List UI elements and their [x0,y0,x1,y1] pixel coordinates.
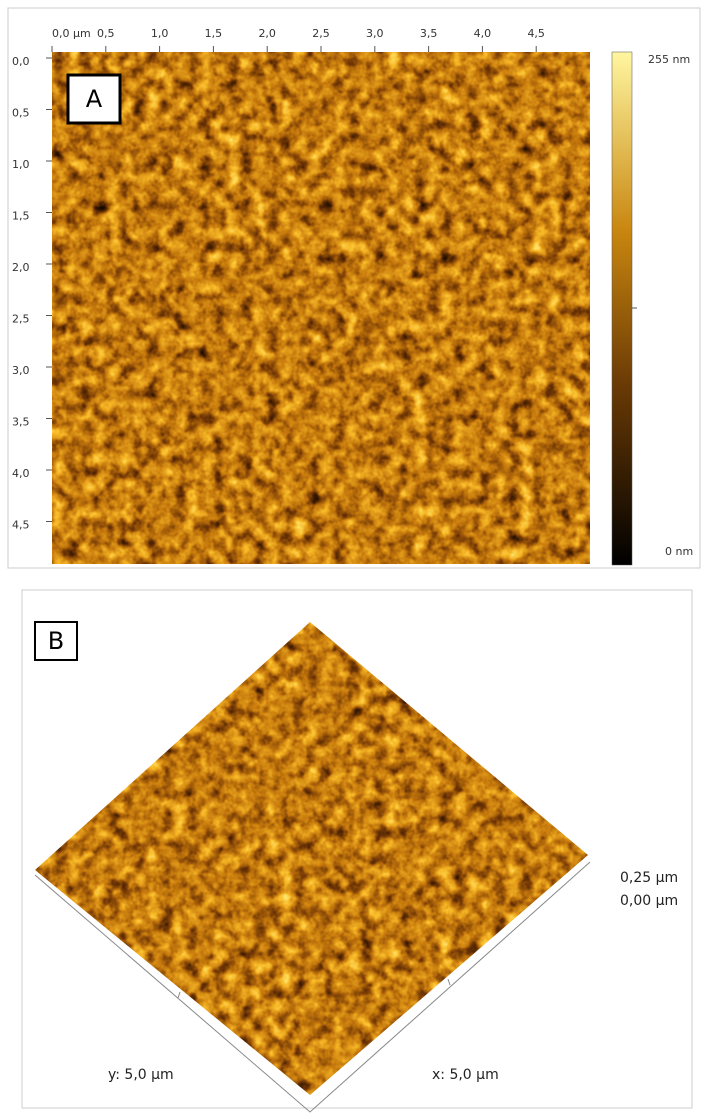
x-tick-label: 4,0 [474,27,492,40]
panel-label: B [48,627,64,655]
x-tick-label: 0,0 µm [52,27,91,40]
y-tick-label: 2,5 [12,313,30,326]
y-tick-label: 3,5 [12,416,30,429]
y-tick-label: 2,0 [12,261,30,274]
x-tick-label: 4,5 [527,27,545,40]
axis-tick [448,979,450,985]
x-tick-label: 1,5 [205,27,223,40]
y-tick-label: 0,5 [12,107,30,120]
z-min: 0,00 µm [620,893,678,909]
x-axis-label: x: 5,0 µm [432,1067,499,1083]
y-tick-label: 0,0 [12,55,30,68]
y-tick-label: 1,0 [12,158,30,171]
colorbar-max: 255 nm [648,53,690,66]
afm-3d-surface [35,622,588,1095]
y-tick-label: 3,0 [12,364,30,377]
x-tick-label: 3,5 [420,27,438,40]
colorbar [612,52,632,565]
x-tick-label: 0,5 [97,27,115,40]
x-tick-label: 2,0 [258,27,276,40]
z-max: 0,25 µm [620,870,678,886]
y-tick-label: 4,5 [12,519,30,532]
colorbar-min: 0 nm [665,545,693,558]
y-axis-label: y: 5,0 µm [108,1067,174,1083]
axis-tick [178,992,180,998]
x-tick-label: 2,5 [312,27,330,40]
x-tick-label: 1,0 [151,27,169,40]
figure: 0,0 µm 0,5 1,0 1,5 2,0 2,5 3,0 3,5 4,0 4,5 0,0 0,5 1… [0,0,705,1115]
y-tick-label: 4,0 [12,467,30,480]
afm-image [52,52,590,564]
panel-label: A [86,85,103,113]
y-tick-label: 1,5 [12,210,30,223]
x-tick-label: 3,0 [366,27,384,40]
